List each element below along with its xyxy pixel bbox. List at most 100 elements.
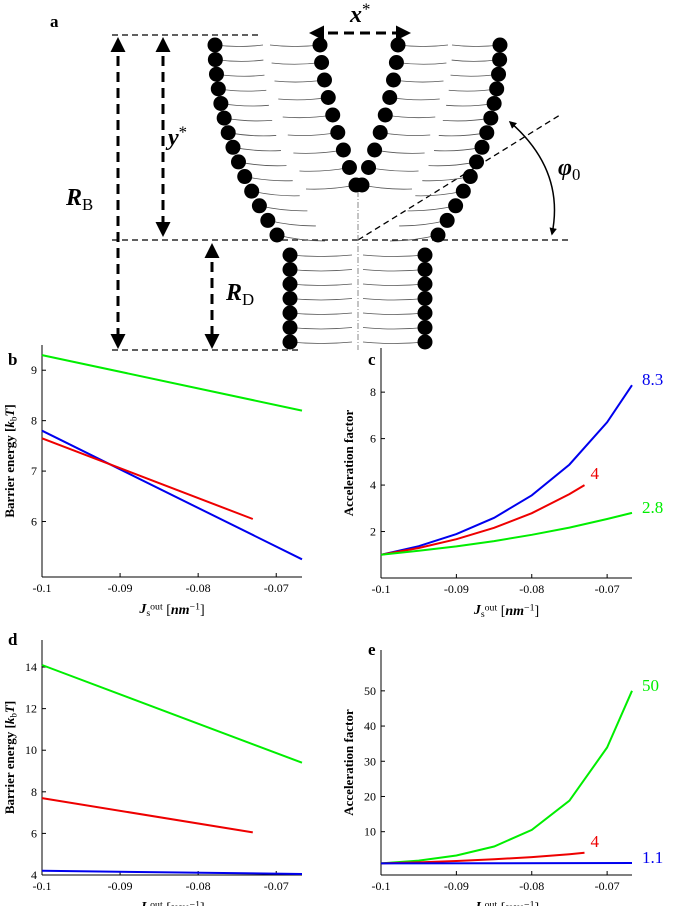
y-star-label: y* [165,122,187,151]
label-part: ] [2,701,17,705]
lipid-tail [289,269,353,272]
label-part: B [82,195,93,214]
lipid-head [269,227,285,243]
lipid-head [469,154,485,170]
x-tick-label: -0.07 [264,879,289,893]
y-tick-label: 20 [364,789,376,803]
lipid-tail [362,269,426,272]
lipid-tail [393,79,444,83]
lipid-tail [385,114,436,119]
lipid-head [439,212,455,228]
lipid-head [386,72,401,88]
panel-label: c [368,350,376,369]
lipid-tail [396,62,447,65]
lipid-head [390,37,406,53]
x-tick-label: -0.09 [444,582,469,596]
lipid-tail [289,254,353,257]
lipid-head [417,262,433,277]
lipid-tail [271,62,322,65]
x-tick-label: -0.08 [519,582,544,596]
series-line [41,354,303,412]
lipid-head [382,90,398,105]
x-tick-label: -0.07 [595,879,620,893]
lipid-tail [289,327,353,330]
lipid-head [282,320,298,335]
lipid-head [486,95,502,111]
label-part: Barrier energy [ [2,724,17,814]
label-part: 0 [572,165,580,184]
lipids [207,37,508,350]
label-part: nm [171,603,190,618]
lipid-tail [362,254,426,257]
y-tick-label: 4 [31,868,37,882]
label-part: −1 [524,602,535,613]
label-part: k [2,717,17,724]
lipid-tail [293,149,344,154]
lipid-tail [362,327,426,330]
y-tick-label: 7 [31,464,37,478]
x-axis-label: Jsout [nm−1] [473,602,539,619]
lipid-tail [287,132,338,136]
y-tick-label: 6 [31,826,37,840]
label-part: [ [163,901,172,906]
label-part: b [9,713,19,718]
lipid-head [320,90,336,105]
label-part: s [146,608,150,619]
y-axis-label: Acceleration factor [341,709,356,816]
lipid-head [282,247,298,263]
y-axis-label: Barrier energy [kbT] [2,404,19,517]
label-part: [ [163,603,172,618]
y-tick-label: 10 [364,825,376,839]
lipid-tail [362,341,426,344]
lipid-tail [362,312,426,315]
lipid-tail [374,149,425,154]
lipid-tail [380,132,431,136]
y-tick-label: 14 [25,660,37,674]
chart: c -0.1 -0.09 -0.08 -0.07 2 4 6 8 Jsout [nm−1] Acce… [341,348,663,620]
lipid-head [282,305,298,321]
series-line [41,429,303,561]
dashed-guides [112,34,572,351]
y-tick-label: 6 [370,432,376,446]
end-label: 50 [642,676,659,695]
lipid-tail [269,44,321,47]
y-tick-label: 40 [364,719,376,733]
end-label: 1.1 [642,848,663,867]
label-part: −1 [190,601,201,612]
lipid-tail [305,184,357,190]
y-tick-label: 8 [31,414,37,428]
x-tick-label: -0.1 [33,581,52,595]
series-line [380,690,633,865]
label-part: Barrier energy [ [2,428,17,518]
membrane-diagram: a x* y* RB RD φ0 [50,0,580,351]
lipid-tail [289,341,353,344]
label-part: J [138,900,147,906]
label-part: ] [2,404,17,408]
lipid-head [213,95,229,111]
label-part: * [179,122,187,141]
x-tick-label: -0.08 [519,879,544,893]
label-part: −1 [190,899,201,906]
lipid-tail [368,167,419,172]
lipid-head [417,276,433,292]
label-part: b [9,416,19,421]
lipid-tail [299,167,350,172]
lipid-head [216,110,232,126]
lipid-head [210,81,226,97]
label-part: D [242,290,254,309]
label-part: R [225,280,242,306]
label-part: out [150,601,163,612]
lipid-head [208,66,224,82]
lipid-head [314,55,330,70]
series-line [380,511,633,556]
lipid-tail [397,44,449,47]
label-part: s [481,609,485,620]
lipid-head [312,37,328,53]
lipid-head [282,334,298,350]
series-line [380,851,585,865]
label-part: φ [558,155,572,181]
lipid-head [430,227,446,243]
chart: d -0.1 -0.09 -0.08 -0.07 4 6 8 10 12 14 Jsout [nm−1… [2,630,303,906]
lipid-head [417,291,433,306]
lipid-tail [282,114,333,119]
